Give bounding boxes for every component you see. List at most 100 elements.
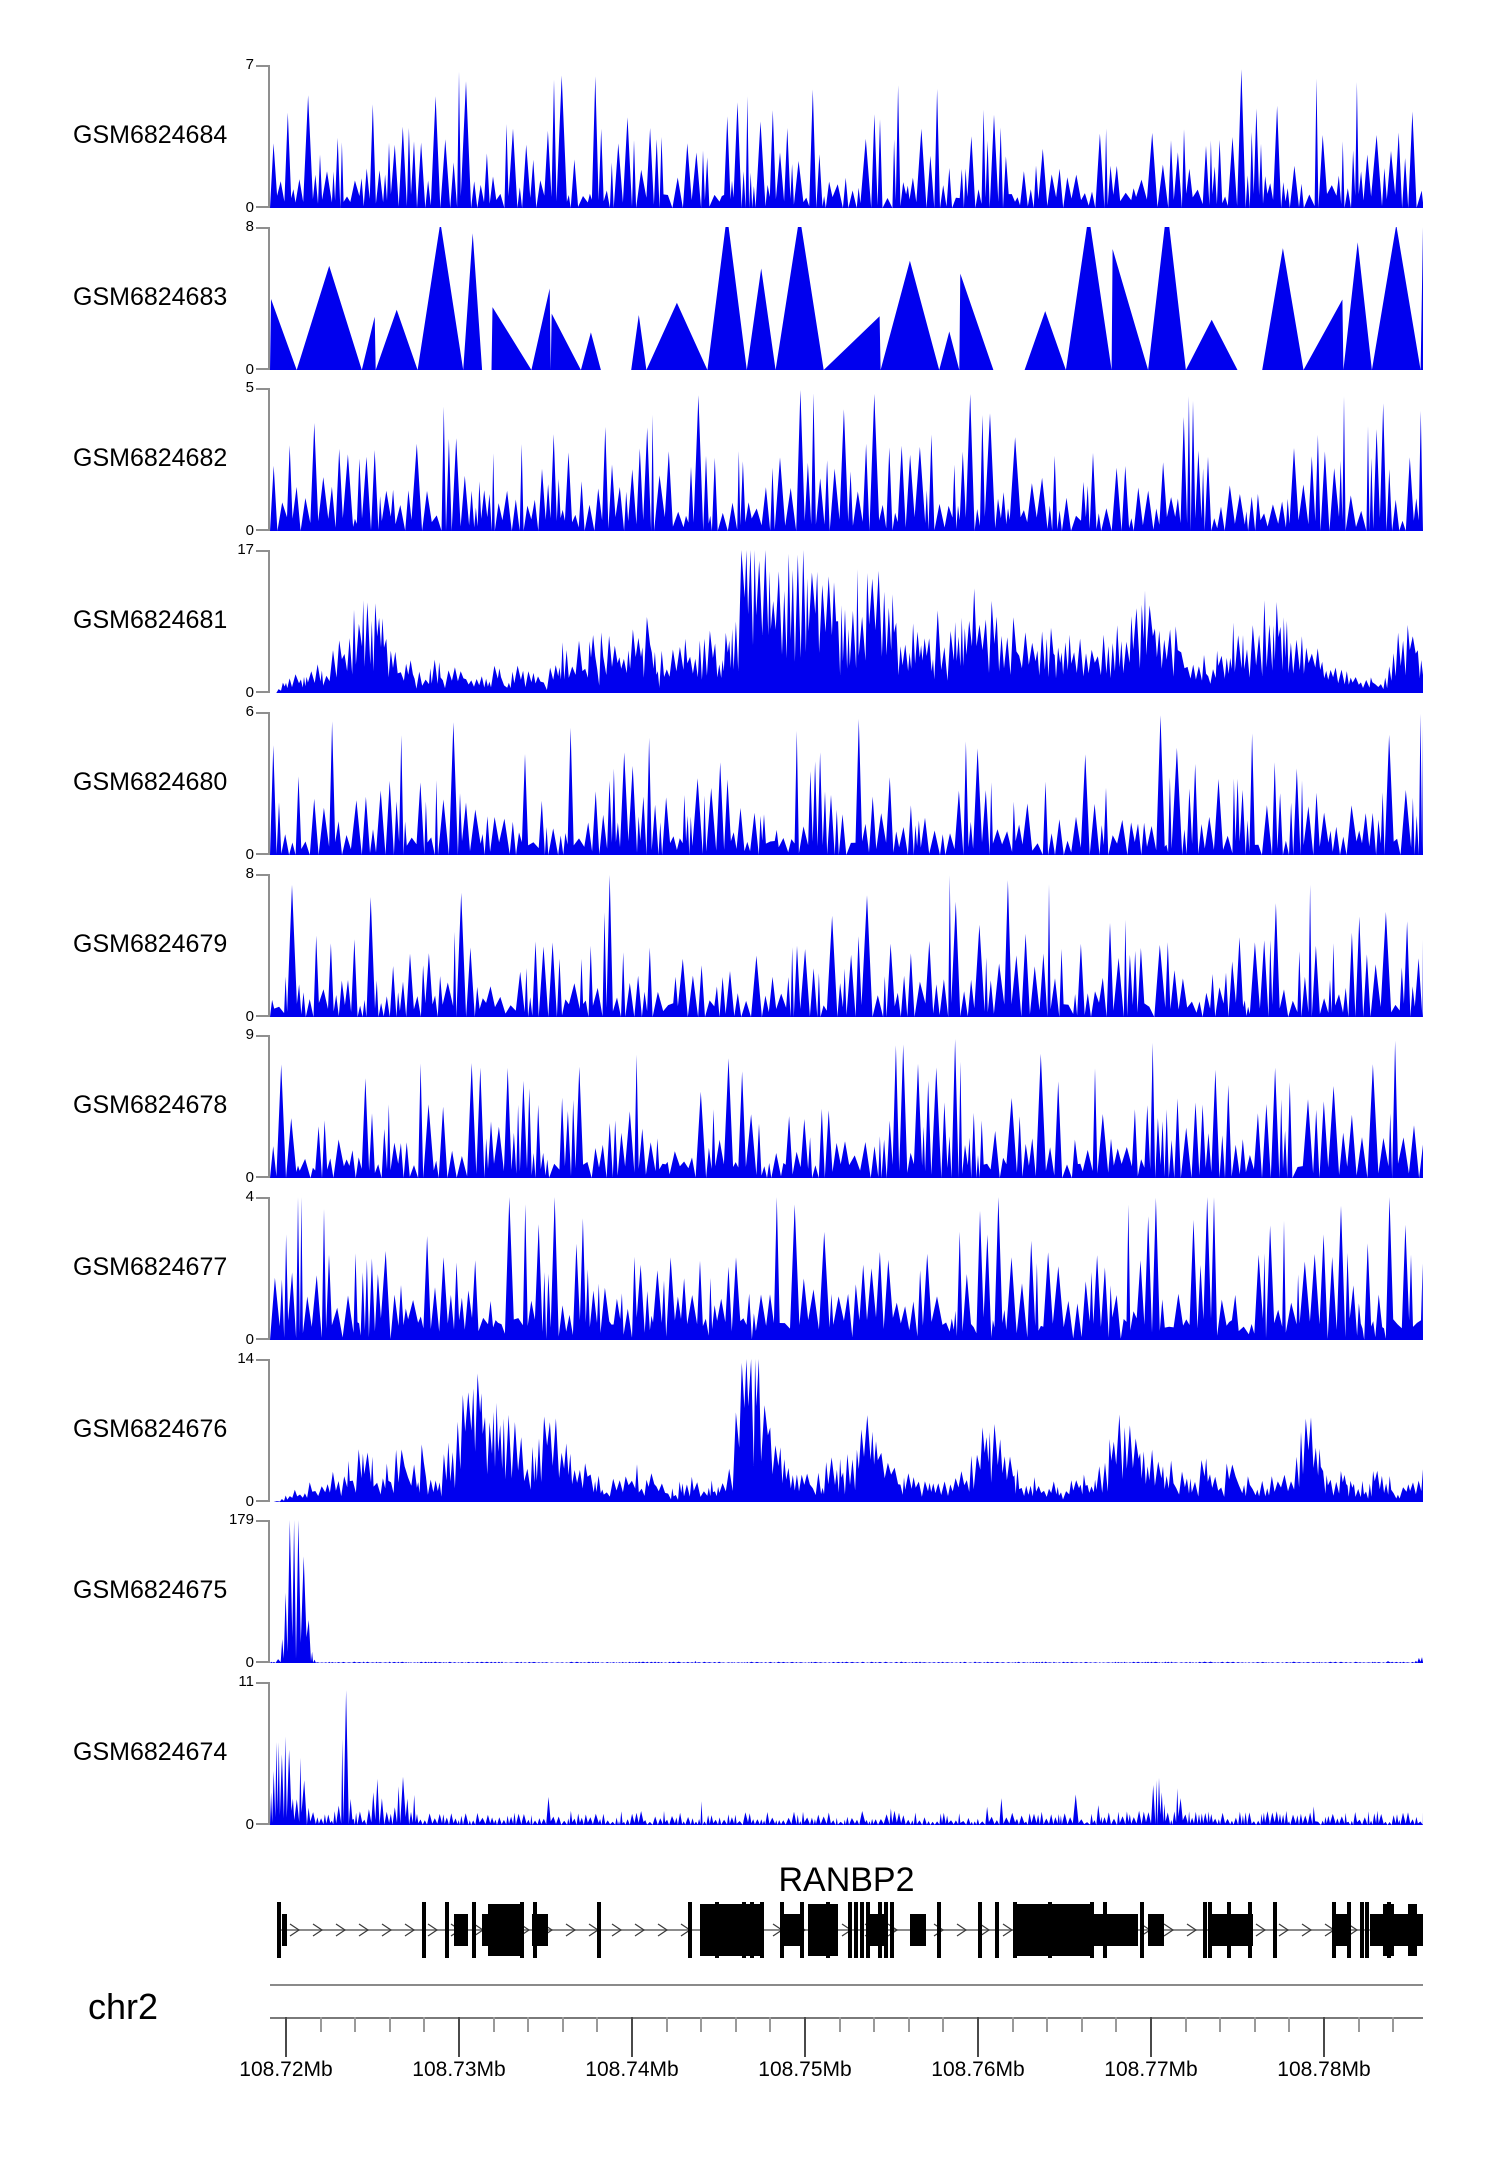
- track-sample-label: GSM6824679: [73, 929, 228, 958]
- strand-arrow-icon: [427, 1923, 439, 1937]
- axis-minor-tick: [1392, 2017, 1395, 2032]
- track-sample-label: GSM6824677: [73, 1253, 228, 1282]
- coverage-track: GSM6824680 6 0: [0, 703, 1500, 863]
- axis-minor-tick: [1357, 2017, 1360, 2032]
- axis-minor-tick: [1288, 2017, 1291, 2032]
- axis-minor-tick: [319, 2017, 322, 2032]
- strand-arrow-icon: [1278, 1923, 1290, 1937]
- strand-arrow-icon: [956, 1923, 968, 1937]
- axis-minor-tick: [423, 2017, 426, 2032]
- gene-model: [277, 1902, 1423, 1958]
- coverage-track: GSM6824682 5 0: [0, 379, 1500, 539]
- track-ymax-label: 179: [228, 1511, 254, 1529]
- coverage-track: GSM6824676 14 0: [0, 1350, 1500, 1510]
- track-y-axis-bracket: [256, 226, 270, 370]
- strand-arrow-icon: [657, 1923, 669, 1937]
- track-ymax-label: 11: [238, 1673, 254, 1691]
- track-ymin-label: 0: [245, 1816, 254, 1834]
- axis-tick-label: 108.77Mb: [1104, 2058, 1198, 2081]
- strand-arrow-icon: [358, 1923, 370, 1937]
- track-y-axis-bracket: [256, 65, 270, 208]
- track-signal-area: [270, 226, 1423, 370]
- axis-minor-tick: [665, 2017, 668, 2032]
- axis-major-tick: [1150, 2017, 1152, 2057]
- axis-minor-tick: [838, 2017, 841, 2032]
- track-signal-area: [270, 1520, 1423, 1664]
- axis-major-tick: [804, 2017, 806, 2057]
- track-signal-area: [270, 69, 1423, 208]
- strand-arrow-icon: [1255, 1923, 1267, 1937]
- strand-arrow-icon: [381, 1923, 393, 1937]
- track-signal-area: [270, 1039, 1423, 1179]
- strand-arrow-icon: [1163, 1923, 1175, 1937]
- track-sample-label: GSM6824676: [73, 1414, 228, 1443]
- coverage-track: GSM6824683 8 0: [0, 218, 1500, 378]
- strand-arrow-icon: [1301, 1923, 1313, 1937]
- axis-major-tick: [1323, 2017, 1325, 2057]
- track-ymax-label: 17: [237, 541, 254, 559]
- track-ymax-label: 6: [245, 702, 254, 720]
- axis-tick-label: 108.72Mb: [239, 2058, 333, 2081]
- axis-minor-tick: [942, 2017, 945, 2032]
- track-ymax-label: 8: [245, 217, 254, 235]
- strand-arrow-icon: [979, 1923, 991, 1937]
- strand-arrow-icon: [565, 1923, 577, 1937]
- axis-minor-tick: [873, 2017, 876, 2032]
- track-ymin-label: 0: [245, 522, 254, 540]
- track-signal-area: [270, 874, 1423, 1017]
- axis-minor-tick: [1219, 2017, 1222, 2032]
- axis-minor-tick: [596, 2017, 599, 2032]
- track-ymin-label: 0: [245, 1331, 254, 1349]
- coverage-track: GSM6824677 4 0: [0, 1188, 1500, 1348]
- axis-minor-tick: [561, 2017, 564, 2032]
- track-y-axis-bracket: [256, 1682, 270, 1826]
- track-y-axis-bracket: [256, 388, 270, 532]
- track-ymin-label: 0: [245, 1007, 254, 1025]
- coverage-track: GSM6824678 9 0: [0, 1026, 1500, 1186]
- axis-minor-tick: [1253, 2017, 1256, 2032]
- axis-minor-tick: [492, 2017, 495, 2032]
- track-ymin-label: 0: [245, 684, 254, 702]
- coverage-track: GSM6824674 11 0: [0, 1673, 1500, 1833]
- track-signal-area: [270, 550, 1423, 694]
- track-ymax-label: 4: [245, 1188, 254, 1206]
- strand-arrow-icon: [335, 1923, 347, 1937]
- axis-major-tick: [631, 2017, 633, 2057]
- axis-major-tick: [977, 2017, 979, 2057]
- track-y-axis-bracket: [256, 873, 270, 1017]
- strand-arrow-icon: [611, 1923, 623, 1937]
- track-y-axis-bracket: [256, 1035, 270, 1179]
- axis-minor-tick: [527, 2017, 530, 2032]
- track-ymax-label: 8: [245, 864, 254, 882]
- axis-minor-tick: [388, 2017, 391, 2032]
- track-sample-label: GSM6824678: [73, 1091, 228, 1120]
- track-ymin-label: 0: [245, 845, 254, 863]
- axis-major-tick: [458, 2017, 460, 2057]
- track-y-axis-bracket: [256, 1197, 270, 1341]
- track-ymax-label: 7: [245, 56, 254, 73]
- axis-tick-label: 108.74Mb: [585, 2058, 679, 2081]
- track-signal-area: [270, 1690, 1423, 1826]
- axis-minor-tick: [769, 2017, 772, 2032]
- coverage-track: GSM6824681 17 0: [0, 541, 1500, 701]
- axis-minor-tick: [700, 2017, 703, 2032]
- track-ymin-label: 0: [245, 199, 254, 216]
- track-sample-label: GSM6824683: [73, 282, 228, 311]
- track-ymax-label: 14: [237, 1349, 254, 1367]
- track-sample-label: GSM6824684: [73, 121, 228, 149]
- gene-name-label: RANBP2: [778, 1861, 915, 1899]
- axis-minor-tick: [1184, 2017, 1187, 2032]
- coverage-track: GSM6824684 7 0: [0, 56, 1500, 216]
- axis-tick-label: 108.73Mb: [412, 2058, 506, 2081]
- track-y-axis-bracket: [256, 550, 270, 694]
- strand-arrow-icon: [1002, 1923, 1014, 1937]
- track-y-axis-bracket: [256, 711, 270, 855]
- strand-arrow-icon: [1186, 1923, 1198, 1937]
- strand-arrow-icon: [312, 1923, 324, 1937]
- track-signal-area: [270, 390, 1423, 532]
- track-sample-label: GSM6824674: [73, 1738, 228, 1767]
- track-ymin-label: 0: [245, 1492, 254, 1510]
- axis-minor-tick: [1046, 2017, 1049, 2032]
- track-ymin-label: 0: [245, 1169, 254, 1187]
